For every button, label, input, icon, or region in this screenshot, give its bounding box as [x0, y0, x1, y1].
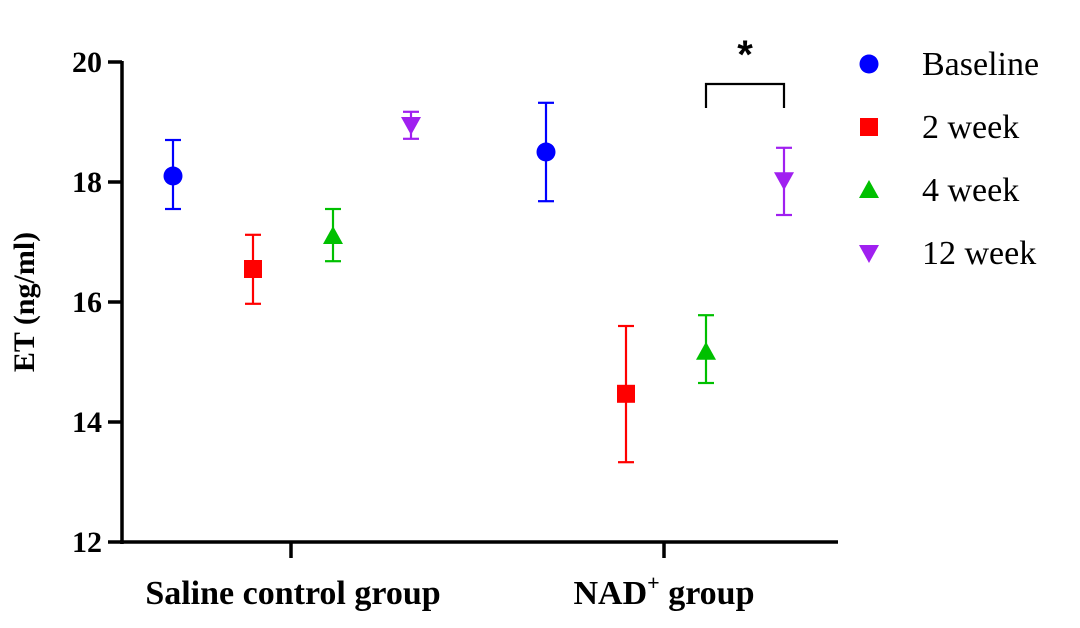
- legend: Baseline 2 week 4 week 12 week: [859, 46, 1039, 272]
- legend-label: 12 week: [922, 235, 1036, 272]
- legend-label: 4 week: [922, 172, 1019, 209]
- x-tick-label-main: NAD: [573, 575, 647, 612]
- y-tick-label: 16: [72, 286, 102, 319]
- y-axis-label: ET (ng/ml): [8, 232, 41, 372]
- y-tick-label: 14: [72, 406, 102, 439]
- legend-marker: [860, 118, 878, 136]
- legend-item: 2 week: [860, 109, 1019, 146]
- data-point: [617, 384, 635, 403]
- y-tick-label: 12: [72, 526, 102, 559]
- legend-label: Baseline: [922, 46, 1039, 83]
- data-point: [774, 172, 794, 191]
- data-point: [163, 166, 183, 186]
- significance-star: *: [737, 33, 753, 77]
- x-tick-label-main: Saline control group: [145, 575, 440, 612]
- annotations: *: [704, 33, 786, 108]
- data-marks: [163, 101, 794, 464]
- x-tick-label-tail: group: [660, 575, 755, 612]
- legend-label: 2 week: [922, 109, 1019, 146]
- legend-item: 4 week: [859, 172, 1019, 209]
- legend-item: 12 week: [859, 235, 1036, 272]
- data-point: [323, 226, 343, 244]
- legend-marker: [859, 180, 879, 198]
- x-tick-label-superscript: +: [647, 570, 660, 595]
- x-tick-label: Saline control group: [145, 575, 440, 612]
- legend-marker: [859, 245, 879, 263]
- axes: 12 14 16 18 20 ET (ng/ml) Saline control group…: [8, 46, 838, 612]
- legend-marker: [859, 54, 879, 74]
- y-tick-label: 18: [72, 166, 102, 199]
- data-point: [244, 260, 262, 278]
- x-tick-label: NAD+ group: [573, 570, 754, 612]
- y-tick-label: 20: [72, 46, 102, 79]
- legend-item: Baseline: [859, 46, 1039, 83]
- data-point: [696, 341, 716, 360]
- significance-bracket: [704, 82, 786, 108]
- data-point: [536, 142, 556, 162]
- data-point: [401, 117, 421, 135]
